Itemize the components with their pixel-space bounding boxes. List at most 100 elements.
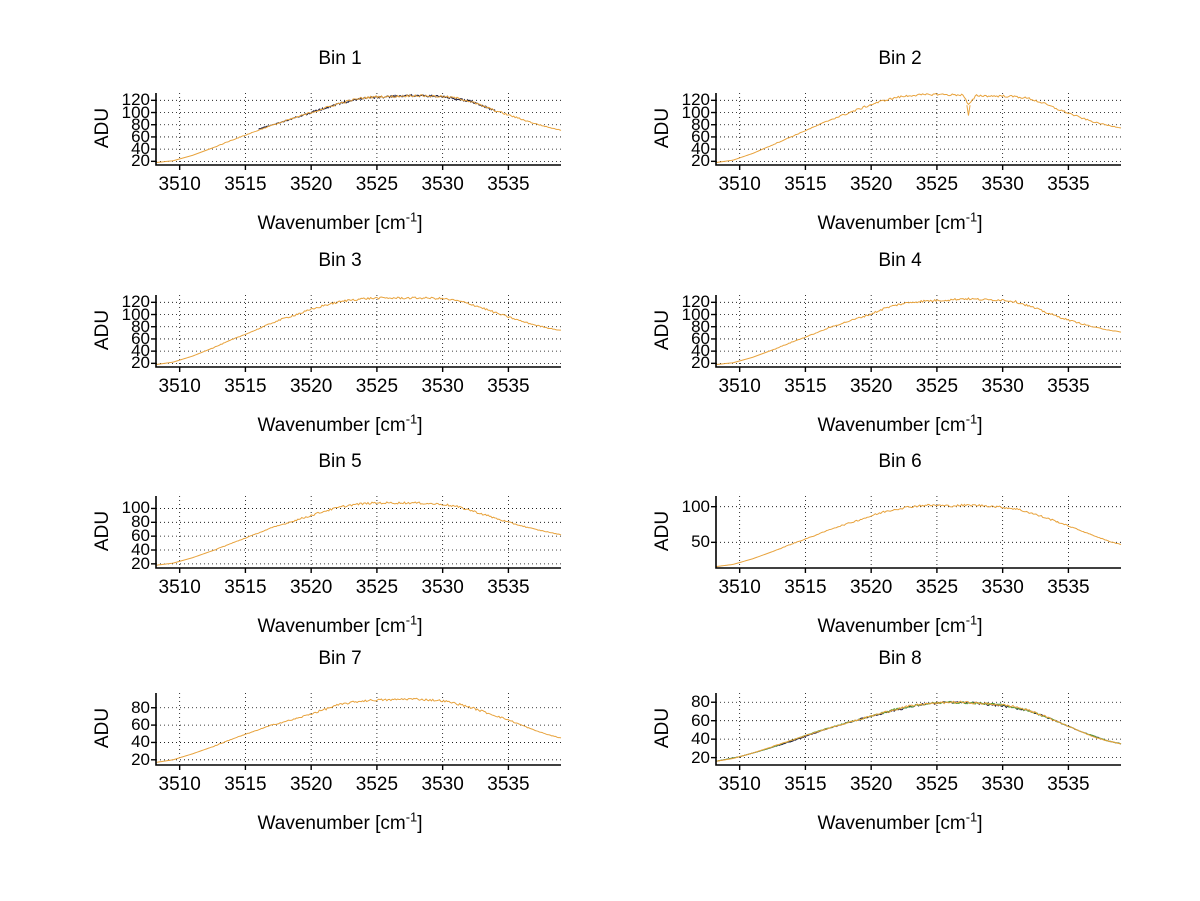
x-tick-label: 3520 (290, 174, 333, 195)
plot-axes (711, 693, 1122, 770)
y-tick-label: 60 (691, 126, 710, 146)
x-tick-label: 3525 (915, 376, 959, 397)
axis-tick-marks (151, 707, 510, 770)
y-tick-label: 40 (131, 732, 150, 752)
annotation-absorption-spike (966, 105, 971, 116)
x-tick-label: 3510 (158, 774, 201, 795)
axis-tick-marks (151, 507, 510, 573)
x-tick-label: 3510 (158, 577, 201, 598)
y-tick-label: 20 (131, 151, 150, 171)
x-tick-label: 3515 (784, 174, 827, 195)
x-tick-label: 3535 (487, 577, 530, 598)
y-tick-label: 20 (131, 353, 150, 373)
x-tick-label: 3525 (355, 376, 399, 397)
x-axis-label-prefix: Wavenumber [cm (817, 415, 966, 436)
x-axis-label-prefix: Wavenumber [cm (817, 813, 966, 834)
x-axis-label: Wavenumber [cm-1] (620, 411, 1180, 437)
plot-gridlines (156, 93, 561, 165)
y-tick-label: 40 (691, 341, 710, 361)
x-axis-label-exponent: -1 (405, 209, 418, 225)
x-axis-label-exponent: -1 (405, 612, 418, 628)
y-tick-label: 20 (691, 353, 710, 373)
x-tick-label: 3515 (224, 577, 267, 598)
plot-axes (151, 693, 562, 770)
x-axis-label: Wavenumber [cm-1] (60, 612, 620, 638)
plot-axes (711, 92, 1122, 170)
x-tick-label: 3515 (224, 174, 267, 195)
x-tick-label: 3510 (158, 174, 201, 195)
axis-tick-marks (151, 99, 510, 170)
plot-gridlines (156, 295, 561, 367)
x-tick-label: 3535 (1047, 774, 1090, 795)
x-tick-label: 3510 (158, 376, 201, 397)
y-tick-label: 120 (121, 90, 150, 110)
x-tick-label: 3520 (290, 577, 333, 598)
y-tick-label: 80 (131, 512, 150, 532)
x-axis-label-suffix: ] (977, 213, 983, 234)
axis-spines (715, 496, 1121, 569)
plot-panel-bin-5: Bin 5 ADU Wavenumber [cm-1] 3510 3515 3520 352… (60, 451, 620, 653)
plot-axes (711, 295, 1122, 372)
x-tick-label: 3515 (784, 774, 827, 795)
plot-panel-bin-4: Bin 4 ADU Wavenumber [cm-1] 3510 3515 3520 352… (620, 250, 1180, 452)
data-series-spectrum-green (715, 700, 1122, 762)
axis-tick-marks (711, 701, 1070, 770)
plot-axes (151, 496, 562, 573)
axis-spines (715, 295, 1121, 368)
x-tick-label: 3515 (784, 577, 827, 598)
x-tick-label: 3530 (421, 774, 464, 795)
plot-gridlines (716, 93, 1121, 165)
axis-spines (155, 496, 561, 569)
x-tick-label: 3535 (1047, 577, 1090, 598)
y-tick-label: 40 (131, 139, 150, 159)
data-series-spectrum-orange (155, 697, 562, 763)
panel-title: Bin 5 (318, 451, 362, 472)
axis-tick-marks (711, 99, 1070, 170)
y-tick-label: 80 (691, 316, 710, 336)
x-tick-label: 3510 (718, 174, 761, 195)
x-tick-label: 3530 (981, 174, 1024, 195)
y-tick-label: 100 (681, 304, 710, 324)
data-series-spectrum-orange (155, 94, 562, 164)
y-tick-label: 50 (691, 532, 710, 552)
plot-panel-bin-8: Bin 8 ADU Wavenumber [cm-1] 3510 3515 3520 352… (620, 648, 1180, 850)
axis-spines (155, 295, 561, 368)
y-tick-label: 60 (131, 715, 150, 735)
x-axis-label-suffix: ] (977, 813, 983, 834)
plot-gridlines (716, 693, 1121, 765)
x-axis-label-exponent: -1 (405, 411, 418, 427)
x-tick-label: 3530 (421, 174, 464, 195)
y-tick-label: 120 (681, 292, 710, 312)
y-tick-label: 80 (131, 316, 150, 336)
y-tick-label: 80 (131, 114, 150, 134)
plot-panel-bin-6: Bin 6 ADU Wavenumber [cm-1] 3510 3515 3520 352… (620, 451, 1180, 653)
data-series-spectrum-orange (155, 501, 562, 566)
data-series-spectrum-orange (155, 296, 562, 366)
x-tick-label: 3520 (850, 774, 893, 795)
axis-tick-marks (711, 301, 1070, 372)
plot-gridlines (156, 496, 561, 568)
plot-axes (151, 93, 562, 170)
panel-title: Bin 6 (878, 451, 922, 472)
x-axis-label-suffix: ] (417, 415, 423, 436)
y-tick-label: 20 (691, 151, 710, 171)
x-tick-label: 3515 (224, 376, 267, 397)
x-tick-label: 3525 (355, 174, 399, 195)
x-axis-label-suffix: ] (977, 415, 983, 436)
axis-tick-marks (711, 505, 1070, 573)
plot-gridlines (156, 693, 561, 765)
y-tick-label: 80 (691, 692, 710, 712)
plot-panel-bin-7: Bin 7 ADU Wavenumber [cm-1] 3510 3515 3520 352… (60, 648, 620, 850)
x-axis-label: Wavenumber [cm-1] (60, 209, 620, 235)
y-tick-label: 100 (121, 498, 150, 518)
panel-title: Bin 2 (878, 48, 922, 69)
y-tick-label: 40 (131, 341, 150, 361)
x-axis-label-exponent: -1 (965, 411, 978, 427)
x-tick-label: 3525 (915, 774, 959, 795)
y-tick-label: 60 (691, 328, 710, 348)
axis-tick-marks (151, 301, 510, 372)
x-tick-label: 3510 (718, 774, 761, 795)
x-tick-label: 3530 (981, 376, 1024, 397)
x-axis-label: Wavenumber [cm-1] (620, 211, 1180, 235)
